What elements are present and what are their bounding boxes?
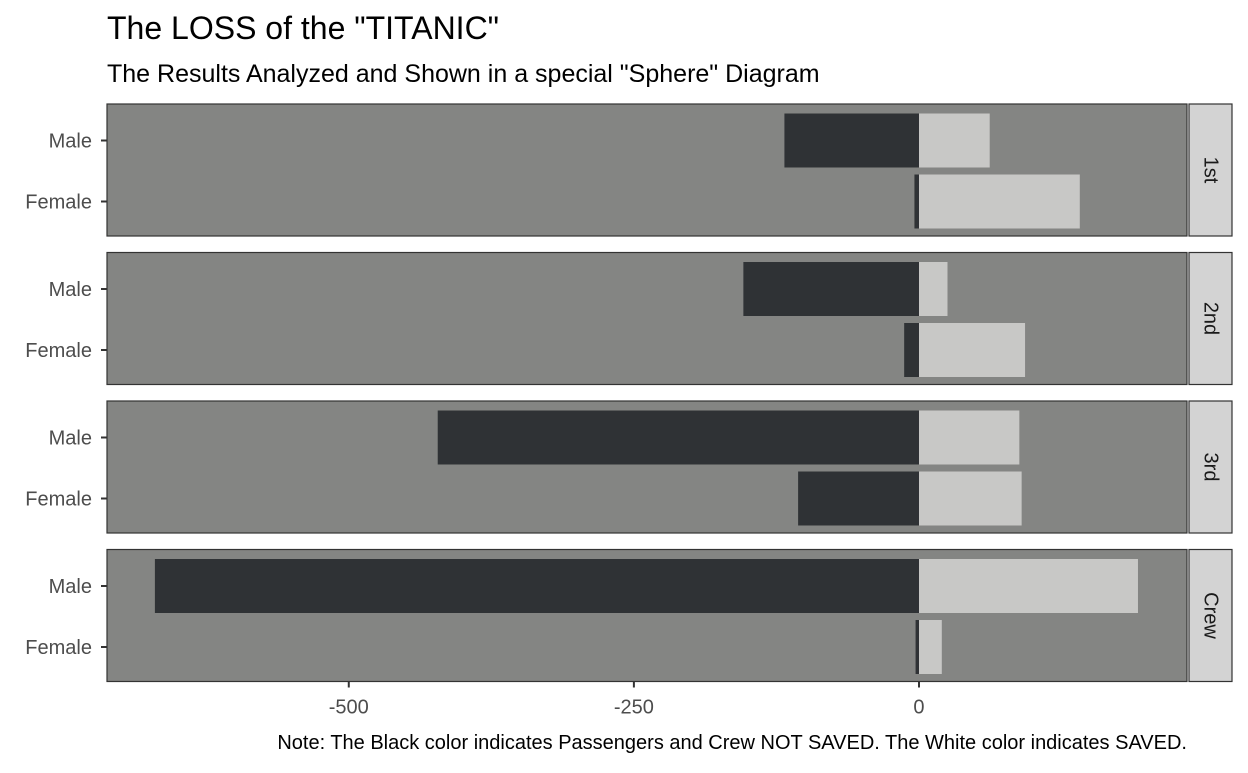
y-tick-label-3rd-Male: Male — [49, 428, 92, 450]
strip-Crew — [1188, 548, 1233, 683]
bar-saved-1st-Female — [918, 174, 1080, 229]
bar-not-saved-3rd-Male — [437, 410, 919, 465]
bar-saved-Crew-Female — [918, 620, 942, 674]
y-tick-label-2nd-Male: Male — [49, 279, 92, 301]
strip-3rd — [1188, 400, 1233, 534]
bar-saved-2nd-Male — [918, 262, 948, 316]
x-tick-label-0: 0 — [913, 697, 924, 719]
chart-caption: Note: The Black color indicates Passenge… — [277, 732, 1187, 754]
bar-saved-3rd-Female — [918, 471, 1022, 526]
bar-saved-3rd-Male — [918, 410, 1020, 465]
x-tick-label--250: -250 — [614, 697, 654, 719]
strip-label-Crew: Crew — [1200, 592, 1222, 639]
strip-label-1st: 1st — [1200, 157, 1222, 184]
bar-not-saved-2nd-Male — [743, 262, 919, 316]
y-tick-label-Crew-Male: Male — [49, 576, 92, 598]
strip-label-3rd: 3rd — [1200, 453, 1222, 482]
x-tick-label--500: -500 — [329, 697, 369, 719]
y-tick-label-2nd-Female: Female — [25, 340, 92, 362]
bar-not-saved-3rd-Female — [798, 471, 919, 526]
bar-not-saved-Crew-Female — [915, 620, 919, 674]
chart-subtitle: The Results Analyzed and Shown in a spec… — [107, 60, 820, 88]
strip-2nd — [1188, 251, 1233, 386]
chart-title: The LOSS of the "TITANIC" — [107, 10, 499, 46]
bar-saved-Crew-Male — [918, 559, 1138, 613]
bar-not-saved-2nd-Female — [904, 323, 919, 377]
bar-not-saved-1st-Male — [784, 113, 919, 168]
y-tick-label-Crew-Female: Female — [25, 637, 92, 659]
strip-1st — [1188, 103, 1233, 237]
y-tick-label-1st-Female: Female — [25, 192, 92, 214]
y-tick-label-3rd-Female: Female — [25, 489, 92, 511]
bar-saved-1st-Male — [918, 113, 990, 168]
plot-area: Male Female 1st Male Female 2nd Male Female 3rd M… — [25, 103, 1233, 719]
bar-not-saved-Crew-Male — [154, 559, 919, 613]
strip-label-2nd: 2nd — [1200, 302, 1222, 335]
bar-not-saved-1st-Female — [914, 174, 919, 229]
y-tick-label-1st-Male: Male — [49, 131, 92, 153]
bar-saved-2nd-Female — [918, 323, 1026, 377]
